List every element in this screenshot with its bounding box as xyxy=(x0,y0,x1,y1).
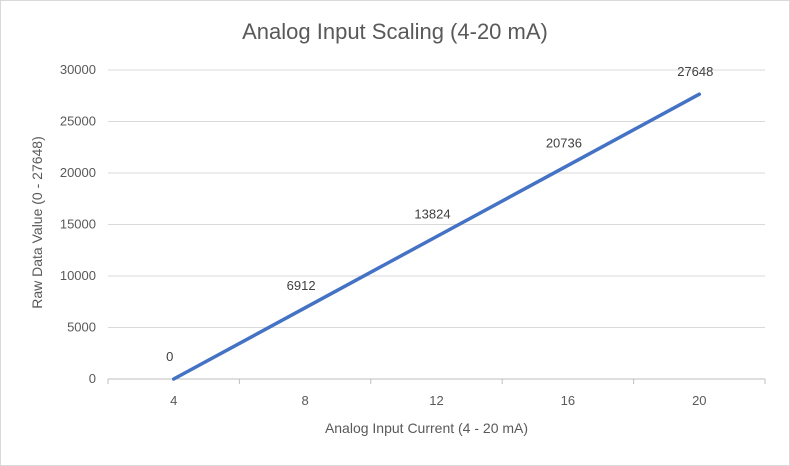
y-tick-label: 0 xyxy=(89,371,96,386)
x-axis-title: Analog Input Current (4 - 20 mA) xyxy=(325,420,528,436)
y-axis-title: Raw Data Value (0 - 27648) xyxy=(29,136,45,309)
y-tick-label: 20000 xyxy=(60,165,96,180)
series-line xyxy=(171,92,702,381)
y-tick-label: 5000 xyxy=(67,320,96,335)
x-tick-label: 8 xyxy=(301,393,308,408)
data-label: 13824 xyxy=(414,207,450,222)
data-label: 27648 xyxy=(677,64,713,79)
x-tick-label: 12 xyxy=(429,393,443,408)
data-label: 0 xyxy=(166,349,173,364)
x-tick-label: 16 xyxy=(561,393,575,408)
y-tick-label: 10000 xyxy=(60,268,96,283)
y-tick-label: 25000 xyxy=(60,114,96,129)
y-tick-label: 15000 xyxy=(60,217,96,232)
y-tick-label: 30000 xyxy=(60,62,96,77)
data-label: 20736 xyxy=(546,135,582,150)
x-tick-label: 20 xyxy=(692,393,706,408)
x-tick-label: 4 xyxy=(170,393,177,408)
data-label: 6912 xyxy=(287,278,316,293)
chart-title: Analog Input Scaling (4-20 mA) xyxy=(242,19,548,44)
